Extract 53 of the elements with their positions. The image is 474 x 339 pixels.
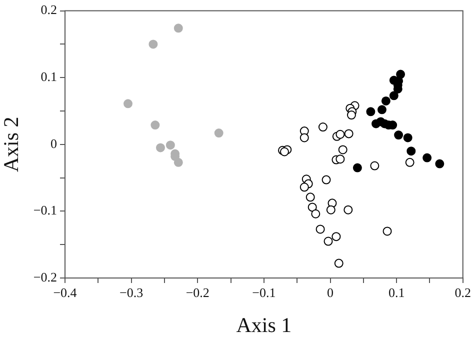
point (123, 99, 132, 108)
point (300, 182, 309, 192)
point (377, 105, 386, 114)
y-axis-title: Axis 2 (0, 116, 24, 172)
point (422, 153, 432, 162)
y-tick-label: −0.1 (33, 202, 57, 218)
point (166, 140, 175, 150)
x-axis-title: Axis 1 (236, 312, 292, 337)
point (308, 202, 317, 212)
x-tick-label: −0.4 (53, 285, 78, 300)
x-tick-label: −0.3 (120, 285, 144, 300)
point (382, 226, 392, 236)
point (300, 133, 309, 142)
point (336, 130, 345, 139)
x-tick-label: 0.1 (388, 285, 405, 300)
point (381, 96, 390, 106)
point (156, 143, 165, 152)
point (366, 107, 376, 116)
point (326, 205, 336, 214)
point (403, 133, 412, 142)
point (389, 91, 398, 100)
point (316, 224, 325, 234)
point (336, 154, 345, 164)
point (405, 158, 414, 167)
point (435, 159, 444, 168)
point (406, 146, 416, 156)
point (148, 40, 158, 49)
y-tick-label: 0.2 (40, 2, 57, 18)
point (318, 122, 328, 132)
x-tick-label: 0.2 (454, 285, 471, 300)
point (174, 158, 183, 167)
x-tick-label: −0.2 (186, 285, 210, 300)
point (370, 161, 380, 170)
point (174, 24, 183, 33)
point (324, 236, 333, 246)
x-tick-label: −0.1 (252, 285, 276, 300)
point (214, 128, 224, 138)
point (344, 205, 353, 214)
x-tick-label: 0 (327, 285, 334, 300)
point (352, 163, 362, 172)
point (322, 175, 331, 184)
point (311, 209, 320, 218)
y-tick-label: 0.1 (40, 69, 57, 84)
y-tick-label: −0.2 (33, 269, 57, 284)
point (338, 145, 348, 154)
point (150, 120, 160, 130)
y-tick-label: 0 (50, 136, 57, 151)
point (334, 258, 344, 268)
point (332, 232, 341, 242)
point (344, 129, 354, 138)
point (346, 110, 356, 120)
point (306, 192, 315, 202)
point (394, 130, 404, 140)
